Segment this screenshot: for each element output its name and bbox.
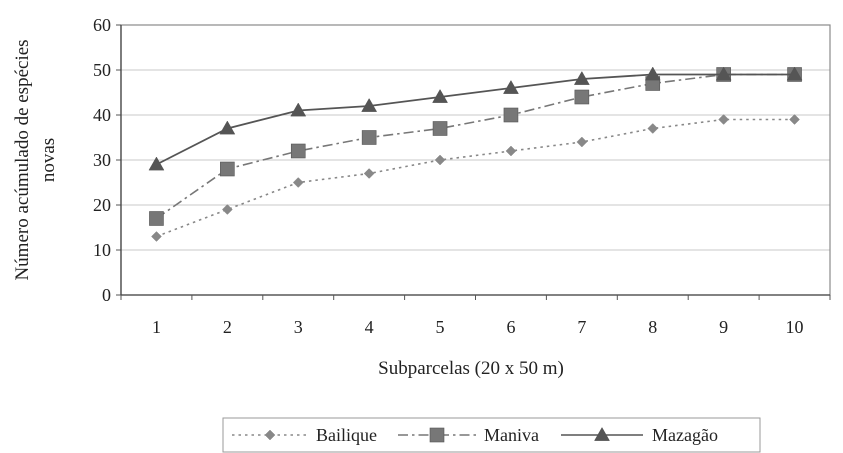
data-point	[292, 177, 304, 188]
tick-labels: 0 10 20 30 40 50 60 1 2 3 4 5 6 7 8 9 10	[93, 15, 804, 337]
data-point	[151, 231, 162, 242]
data-point	[363, 168, 375, 179]
legend-item: Bailique	[232, 425, 377, 445]
data-point	[148, 156, 165, 171]
legend-marker	[264, 429, 276, 441]
data-point	[644, 66, 661, 81]
legend-item: Maniva	[398, 425, 539, 445]
y-tick-label: 10	[93, 240, 111, 260]
data-point	[361, 97, 378, 112]
y-tick-label: 20	[93, 195, 111, 215]
x-tick-label: 9	[719, 317, 728, 337]
legend-marker	[429, 427, 445, 443]
x-axis-title: Subparcelas (20 x 50 m)	[378, 358, 564, 379]
x-tick-label: 4	[365, 317, 374, 337]
data-point	[647, 123, 659, 134]
series-group	[148, 66, 803, 242]
legend-item: Mazagão	[561, 425, 718, 445]
data-point	[220, 161, 235, 177]
x-tick-label: 6	[506, 317, 515, 337]
x-tick-label: 10	[786, 317, 804, 337]
axes	[116, 24, 831, 300]
legend-label: Bailique	[316, 425, 377, 445]
y-tick-label: 60	[93, 15, 111, 35]
x-tick-label: 1	[152, 317, 161, 337]
data-point	[573, 70, 590, 85]
legend-label: Mazagão	[652, 425, 718, 445]
data-point	[503, 79, 519, 94]
y-tick-label: 50	[93, 60, 111, 80]
series-line	[156, 73, 795, 166]
x-tick-label: 2	[223, 317, 232, 337]
data-point	[786, 66, 803, 81]
series-maniva	[149, 67, 802, 226]
data-point	[219, 120, 236, 135]
y-tick-label: 30	[93, 150, 111, 170]
data-point	[434, 154, 446, 166]
y-axis-title-line-2: novas	[38, 138, 59, 182]
y-tick-label: 0	[102, 285, 111, 305]
legend-box	[222, 417, 761, 453]
legend: Bailique Maniva Mazagão	[222, 417, 761, 453]
data-point	[221, 204, 233, 215]
data-point	[432, 88, 448, 103]
data-point	[505, 145, 517, 157]
data-point	[361, 130, 377, 145]
data-point	[290, 102, 307, 117]
series-line	[155, 73, 795, 220]
data-point	[149, 211, 164, 226]
x-tick-label: 5	[436, 317, 445, 337]
legend-items: Bailique Maniva Mazagão	[232, 425, 718, 445]
data-point	[574, 89, 590, 105]
data-point	[432, 121, 448, 136]
y-axis-title-line-1: Número acúmulado de espécies	[12, 39, 33, 280]
x-tick-label: 7	[577, 317, 586, 337]
data-point	[718, 114, 730, 125]
data-point	[789, 114, 800, 125]
data-point	[290, 143, 306, 159]
data-point	[715, 66, 732, 81]
x-tick-label: 8	[648, 317, 657, 337]
series-bailique	[151, 114, 800, 242]
data-point	[576, 136, 588, 148]
series-line	[156, 118, 795, 238]
series-mazag-o	[148, 66, 803, 171]
data-point	[503, 107, 519, 123]
legend-marker	[594, 426, 610, 441]
x-tick-label: 3	[294, 317, 303, 337]
y-tick-label: 40	[93, 105, 111, 125]
legend-label: Maniva	[484, 425, 539, 445]
gridlines	[121, 24, 830, 251]
